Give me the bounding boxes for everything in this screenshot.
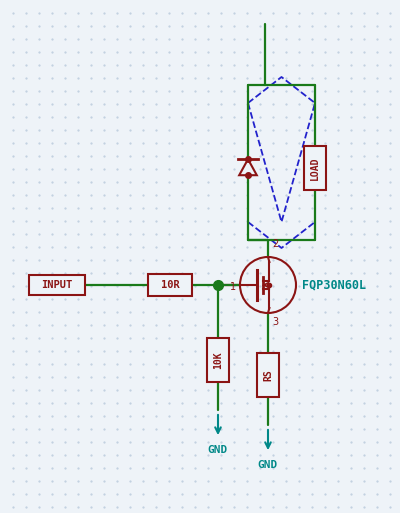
Text: GND: GND xyxy=(258,460,278,470)
Polygon shape xyxy=(239,159,257,175)
Text: 10R: 10R xyxy=(161,280,179,290)
Bar xyxy=(148,274,192,296)
Text: RS: RS xyxy=(263,369,273,381)
Bar xyxy=(29,275,85,295)
Text: GND: GND xyxy=(208,445,228,455)
Text: FQP30N60L: FQP30N60L xyxy=(302,279,366,291)
Bar xyxy=(207,338,229,382)
Bar xyxy=(304,146,326,190)
Text: 10K: 10K xyxy=(213,351,223,369)
Text: 3: 3 xyxy=(272,317,278,327)
Text: 1: 1 xyxy=(230,282,236,292)
Text: 2: 2 xyxy=(272,239,278,249)
Text: LOAD: LOAD xyxy=(310,156,320,180)
Bar xyxy=(257,353,279,397)
Text: INPUT: INPUT xyxy=(41,280,73,290)
